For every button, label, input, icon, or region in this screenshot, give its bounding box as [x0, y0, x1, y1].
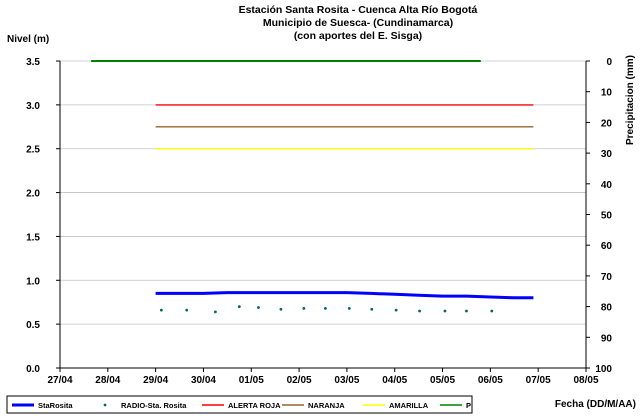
legend: StaRosita RADIO-Sta. Rosita ALERTA ROJA NAR… [6, 395, 473, 414]
series-radio-sta-rosita-point [394, 308, 398, 312]
x-tick-label-06-05: 06/05 [478, 375, 503, 386]
legend-item-naranja-label: NARANJA [308, 401, 345, 410]
chart-title-line-3: (con aportes del E. Sisga) [294, 30, 422, 42]
x-tick-label-05-05: 05/05 [430, 375, 455, 386]
legend-item-radio-sta-rosita-marker [103, 403, 107, 407]
y-right-tick-label-80: 80 [601, 303, 613, 314]
series-radio-sta-rosita-point [257, 306, 260, 309]
legend-item-starosita: StaRosita [12, 401, 73, 410]
y-right-tick-label-70: 70 [601, 272, 613, 283]
chart-title: Estación Santa Rosita - Cuenca Alta Río … [239, 4, 478, 42]
legend-item-radio-sta-rosita-label: RADIO-Sta. Rosita [121, 401, 187, 410]
series-starosita-line [155, 291, 534, 300]
x-tick-label-01-05: 01/05 [239, 375, 264, 386]
y-right-tick-label-40: 40 [601, 180, 613, 191]
y-left-tick-label-2-0: 2.0 [26, 189, 40, 200]
series-radio-sta-rosita-point [418, 309, 421, 313]
y-left-tick-label-0-0: 0.0 [26, 364, 40, 375]
x-tick-label-28-04: 28/04 [95, 375, 120, 386]
x-tick-label-30-04: 30/04 [191, 375, 216, 386]
y-left-tick-label-2-5: 2.5 [26, 145, 40, 156]
y-right-tick-label-100: 100 [595, 364, 612, 375]
x-tick-label-02-05: 02/05 [287, 375, 312, 386]
y-right-tick-label-0: 0 [606, 57, 612, 68]
x-tick-label-04-05: 04/05 [382, 375, 407, 386]
x-tick-label-08-05: 08/05 [573, 375, 598, 386]
series-layer [91, 60, 534, 314]
legend-item-alerta-roja: ALERTA ROJA [202, 401, 281, 410]
x-tick-label-29-04: 29/04 [143, 375, 168, 386]
y-left-tick-label-3-5: 3.5 [26, 57, 40, 68]
y-left-ticks: 0.0 0.5 1.0 1.5 2.0 2.5 3.0 3.5 [26, 57, 60, 375]
legend-item-p: P [440, 401, 471, 410]
y-right-tick-label-30: 30 [601, 149, 613, 160]
series-radio-sta-rosita-point [279, 307, 283, 311]
y-right-tick-label-60: 60 [601, 241, 613, 252]
y-right-tick-label-20: 20 [601, 118, 613, 129]
y-left-tick-label-0-5: 0.5 [26, 320, 40, 331]
series-radio-sta-rosita-point [490, 309, 494, 313]
legend-item-alerta-roja-label: ALERTA ROJA [228, 401, 281, 410]
y-left-tick-label-1-5: 1.5 [26, 232, 40, 243]
series-radio-sta-rosita-point [347, 306, 351, 310]
series-radio-sta-rosita-point [465, 309, 468, 313]
x-ticks: 27/04 28/04 29/04 30/04 01/05 02/05 03/05 04/05… [47, 368, 599, 386]
legend-item-amarilla-label: AMARILLA [389, 401, 429, 410]
legend-item-naranja: NARANJA [282, 401, 345, 410]
y-right-ticks: 0 10 20 30 40 50 60 70 80 90 100 [586, 57, 612, 375]
y-right-tick-label-50: 50 [601, 211, 613, 222]
chart-title-line-1: Estación Santa Rosita - Cuenca Alta Río … [239, 4, 478, 16]
legend-item-starosita-label: StaRosita [38, 401, 73, 410]
series-radio-sta-rosita-point [214, 310, 217, 314]
x-tick-label-07-05: 07/05 [526, 375, 551, 386]
series-radio-sta-rosita-point [185, 308, 189, 312]
y-right-tick-label-10: 10 [601, 88, 613, 99]
series-radio-sta-rosita-point [302, 306, 306, 310]
legend-item-amarilla: AMARILLA [363, 401, 429, 410]
series-radio-sta-rosita-point [443, 309, 447, 313]
y-axis-left-title: Nivel (m) [7, 34, 49, 45]
x-tick-label-27-04: 27/04 [47, 375, 72, 386]
series-radio-sta-rosita-point [370, 307, 374, 311]
legend-item-radio-sta-rosita: RADIO-Sta. Rosita [103, 401, 187, 410]
series-radio-sta-rosita [159, 305, 494, 314]
y-left-tick-label-3-0: 3.0 [26, 101, 40, 112]
y-left-tick-label-1-0: 1.0 [26, 276, 40, 287]
x-axis-title: Fecha (DD/M/AA) [555, 399, 636, 410]
chart-title-line-2: Municipio de Suesca- (Cundinamarca) [263, 17, 453, 29]
x-tick-label-03-05: 03/05 [334, 375, 359, 386]
y-right-tick-label-90: 90 [601, 333, 613, 344]
legend-items: StaRosita RADIO-Sta. Rosita ALERTA ROJA NAR… [12, 401, 471, 410]
series-radio-sta-rosita-point [159, 308, 163, 312]
y-axis-right-title: Precipitacion (mm) [625, 55, 636, 145]
series-radio-sta-rosita-point [323, 306, 327, 310]
legend-item-p-label: P [466, 401, 471, 410]
series-radio-sta-rosita-point [237, 305, 241, 308]
legend-box [6, 395, 473, 414]
